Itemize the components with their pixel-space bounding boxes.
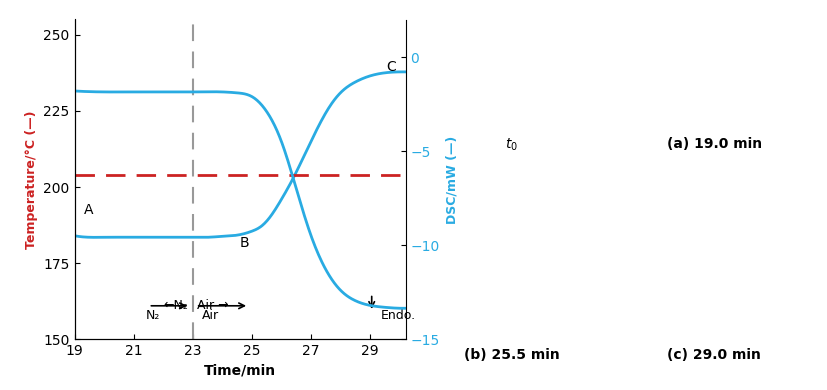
Text: Air: Air — [202, 309, 219, 322]
Y-axis label: DSC/mW (—): DSC/mW (—) — [445, 135, 458, 223]
Text: (a) 19.0 min: (a) 19.0 min — [666, 137, 761, 151]
Text: Endo.: Endo. — [380, 309, 415, 322]
Text: A: A — [84, 204, 93, 218]
Text: (b) 25.5 min: (b) 25.5 min — [463, 348, 559, 362]
Text: N₂: N₂ — [146, 309, 160, 322]
Text: Air →: Air → — [197, 299, 228, 312]
Text: C: C — [386, 60, 396, 74]
X-axis label: Time/min: Time/min — [203, 364, 276, 378]
Text: (c) 29.0 min: (c) 29.0 min — [667, 348, 760, 362]
Text: $t_0$: $t_0$ — [504, 136, 518, 152]
Y-axis label: Temperature/°C (—): Temperature/°C (—) — [25, 110, 38, 249]
Text: ←N₂: ←N₂ — [163, 299, 188, 312]
Text: B: B — [240, 236, 250, 250]
